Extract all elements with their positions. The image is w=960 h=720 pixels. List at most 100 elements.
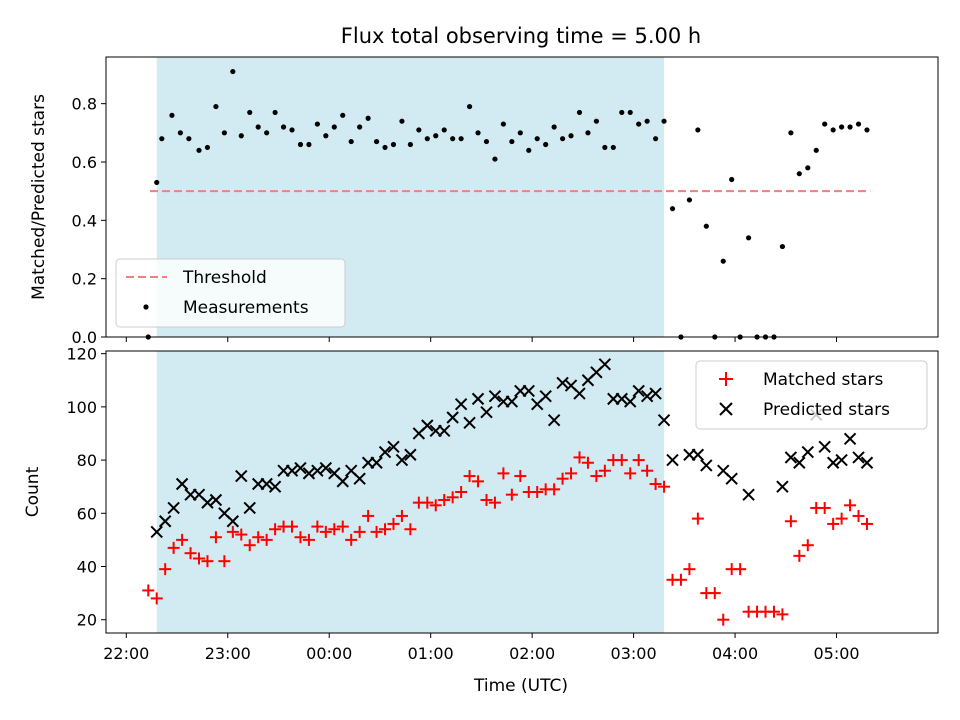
bottom-legend-box	[695, 360, 928, 430]
predicted-star-marker	[387, 440, 400, 453]
predicted-star-marker	[826, 456, 840, 469]
top-plot-frame	[105, 56, 939, 338]
predicted-star-marker	[776, 480, 789, 493]
measurement-point	[847, 124, 853, 130]
predicted-star-marker	[353, 472, 366, 485]
measurement-point	[357, 124, 363, 130]
measurement-point	[196, 147, 202, 153]
measurement-point	[805, 165, 811, 171]
matched-star-marker	[252, 531, 265, 544]
measurement-point	[652, 136, 659, 142]
matched-star-marker	[641, 464, 654, 477]
matched-star-marker	[176, 533, 189, 546]
predicted-star-marker	[421, 419, 434, 432]
predicted-star-marker	[370, 456, 383, 469]
predicted-star-marker	[150, 525, 163, 539]
matched-star-marker	[379, 523, 392, 536]
matched-star-marker	[573, 451, 586, 464]
measurement-point	[314, 121, 320, 127]
predicted-star-marker	[801, 445, 814, 459]
measurement-point	[247, 109, 253, 116]
matched-star-marker	[353, 525, 366, 538]
predicted-star-marker	[167, 501, 180, 515]
matched-star-marker	[243, 539, 256, 552]
y-tick-label: 0.6	[72, 153, 97, 172]
measurement-point	[492, 156, 498, 162]
predicted-star-marker	[860, 456, 874, 469]
matched-star-marker	[201, 555, 214, 568]
matched-star-marker	[827, 517, 840, 530]
top-legend: Threshold Measurements	[115, 258, 346, 328]
matched-star-marker	[218, 555, 231, 568]
matched-star-marker	[598, 464, 611, 477]
predicted-star-marker	[243, 501, 256, 515]
measurement-point	[390, 141, 397, 148]
predicted-star-marker	[624, 395, 637, 408]
matched-star-marker	[336, 520, 349, 533]
x-tick-label: 22:00	[103, 644, 149, 663]
matched-star-marker	[674, 573, 687, 586]
matched-star-marker	[362, 509, 375, 522]
matched-star-marker	[193, 552, 206, 565]
y-tick-label: 0.8	[72, 95, 97, 114]
measurement-point	[839, 124, 845, 130]
measurement-point	[779, 243, 786, 250]
measurement-point	[543, 141, 549, 148]
matched-star-marker	[345, 533, 358, 546]
measurements-points	[145, 68, 870, 340]
measurement-point	[517, 130, 523, 136]
measurement-point	[424, 136, 430, 142]
y-tick-label: 100	[66, 398, 97, 417]
measurement-point	[373, 138, 380, 145]
matched-star-marker	[767, 605, 780, 618]
matched-star-marker	[497, 467, 510, 480]
top-legend-box	[115, 258, 346, 328]
measurement-point	[238, 133, 244, 139]
matched-star-marker	[328, 523, 341, 536]
matched-star-marker	[818, 501, 831, 514]
predicted-star-marker	[336, 475, 349, 488]
matched-star-marker	[649, 478, 662, 491]
y-tick-label: 120	[66, 345, 97, 364]
predicted-star-marker	[285, 464, 299, 477]
measurement-point	[289, 127, 295, 133]
matched-star-marker	[446, 491, 459, 504]
matched-star-marker	[556, 472, 569, 485]
y-tick-label: 20	[77, 611, 97, 630]
measurement-point	[441, 127, 447, 133]
top-y-axis: 0.0 0.2 0.4 0.6 0.8	[72, 95, 106, 347]
measurement-point	[720, 258, 726, 264]
matched-star-marker	[260, 533, 273, 546]
measurement-point	[551, 124, 557, 130]
measurement-point	[576, 109, 583, 116]
measurement-point	[636, 121, 642, 127]
predicted-star-marker	[742, 488, 755, 501]
measurement-point	[433, 133, 439, 139]
predicted-star-marker	[319, 461, 333, 475]
y-tick-label: 80	[77, 451, 97, 470]
measurement-point	[365, 115, 371, 121]
y-tick-label: 40	[77, 557, 97, 576]
matched-star-marker	[615, 454, 628, 467]
measurement-point	[830, 127, 836, 133]
measurement-point	[796, 171, 802, 177]
measurement-point	[669, 206, 676, 212]
measurement-point	[458, 136, 464, 142]
matched-star-marker	[226, 525, 239, 538]
measurement-point	[475, 130, 481, 136]
top-panel: 0.00.20.40.60.8 Matched/Predicted stars …	[29, 56, 939, 347]
matched-star-marker	[159, 563, 172, 576]
predicted-star-marker	[666, 453, 679, 467]
matched-star-marker	[531, 486, 544, 498]
predicted-star-marker	[657, 413, 671, 427]
predicted-star-marker	[556, 376, 569, 390]
matched-star-marker	[480, 493, 493, 506]
matched-star-marker	[581, 456, 594, 469]
predicted-star-marker	[488, 390, 502, 403]
measurement-point	[822, 121, 828, 127]
x-axis-label: Time (UTC)	[473, 676, 568, 696]
predicted-star-marker	[539, 390, 552, 403]
bottom-y-axis-label: Count	[23, 466, 43, 517]
measurement-point	[230, 68, 236, 75]
